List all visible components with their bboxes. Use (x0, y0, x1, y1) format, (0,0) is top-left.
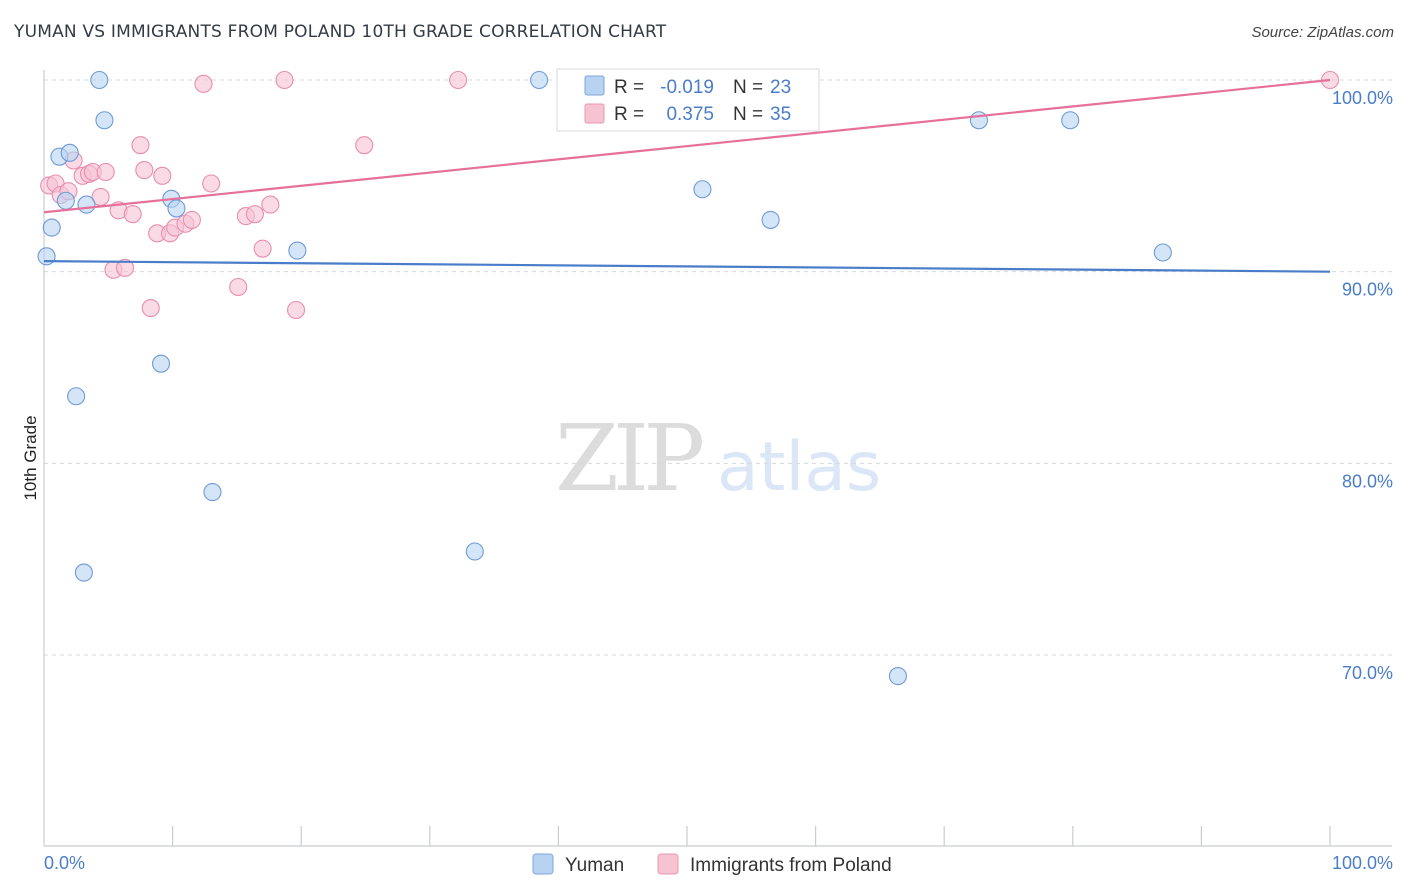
yuman-point (530, 70, 549, 90)
yuman-point (67, 387, 86, 406)
poland-point (96, 162, 115, 182)
poland-point (182, 210, 201, 229)
data-points (37, 70, 1340, 686)
y-tick-label: 70.0% (1342, 663, 1393, 683)
yuman-point (288, 241, 307, 260)
poland-point (115, 258, 135, 277)
x-tick-label-min: 0.0% (44, 853, 85, 873)
trend-line-yuman (43, 260, 1331, 273)
series-legend-label-yuman: Yuman (565, 855, 624, 876)
x-ticks (172, 826, 1331, 846)
y-tick-label: 80.0% (1342, 471, 1393, 491)
gridlines (44, 79, 1392, 656)
legend-r-value-yuman: -0.019 (660, 77, 714, 98)
yuman-point (42, 218, 61, 237)
legend-r-label-yuman: R = (614, 77, 644, 98)
yuman-point (95, 111, 114, 130)
poland-point (253, 239, 272, 258)
yuman-point (167, 199, 186, 218)
yuman-point (761, 210, 780, 229)
source-credit: Source: ZipAtlas.com (1251, 24, 1394, 41)
trend-line-poland (43, 78, 1331, 214)
poland-point (287, 300, 306, 320)
poland-point (229, 277, 248, 297)
poland-point (153, 166, 172, 185)
yuman-point (74, 563, 93, 582)
yuman-point (693, 180, 712, 199)
poland-point (123, 205, 142, 224)
poland-point (135, 161, 154, 180)
poland-point (261, 195, 280, 214)
poland-point (245, 205, 264, 224)
y-tick-label: 100.0% (1332, 88, 1393, 108)
watermark-zip: ZIP (555, 405, 702, 512)
trend-lines (43, 78, 1331, 273)
poland-point (131, 136, 150, 155)
yuman-point (888, 667, 907, 686)
series-legend: Yuman Immigrants from Poland (532, 853, 892, 876)
yuman-point (969, 111, 988, 130)
series-legend-label-poland: Immigrants from Poland (690, 855, 892, 876)
yuman-point (90, 70, 109, 90)
legend-n-label-poland: N = (733, 104, 763, 125)
series-legend-swatch-poland (657, 853, 679, 875)
series-legend-swatch-yuman (532, 853, 554, 875)
yuman-point (60, 143, 79, 162)
legend-r-label-poland: R = (614, 104, 644, 125)
legend-n-value-poland: 35 (770, 104, 791, 125)
watermark-atlas: atlas (717, 428, 881, 507)
poland-point (355, 136, 374, 155)
legend-swatch-yuman (584, 75, 605, 96)
yuman-point (1061, 111, 1080, 130)
yuman-point (1153, 243, 1172, 262)
chart-title: YUMAN VS IMMIGRANTS FROM POLAND 10TH GRA… (14, 22, 667, 42)
legend-n-value-yuman: 23 (770, 77, 791, 98)
yuman-point (77, 195, 96, 214)
legend-n-label-yuman: N = (733, 77, 763, 98)
poland-point (449, 70, 468, 90)
y-tick-label: 90.0% (1342, 280, 1393, 300)
legend-swatch-poland (584, 103, 605, 124)
poland-point (202, 174, 221, 193)
y-axis-label: 10th Grade (21, 415, 40, 500)
axes (43, 70, 1392, 847)
poland-point (141, 299, 160, 318)
poland-point (275, 70, 294, 90)
yuman-point (56, 191, 75, 210)
yuman-point (465, 542, 484, 561)
legend-r-value-poland: 0.375 (666, 104, 714, 125)
y-tick-labels: 70.0% 80.0% 90.0% 100.0% (1332, 88, 1393, 683)
yuman-point (203, 483, 222, 502)
stats-legend: R = -0.019 N = 23 R = 0.375 N = 35 (556, 68, 820, 132)
poland-point (194, 74, 213, 93)
x-tick-label-max: 100.0% (1332, 853, 1393, 873)
yuman-point (151, 354, 171, 373)
